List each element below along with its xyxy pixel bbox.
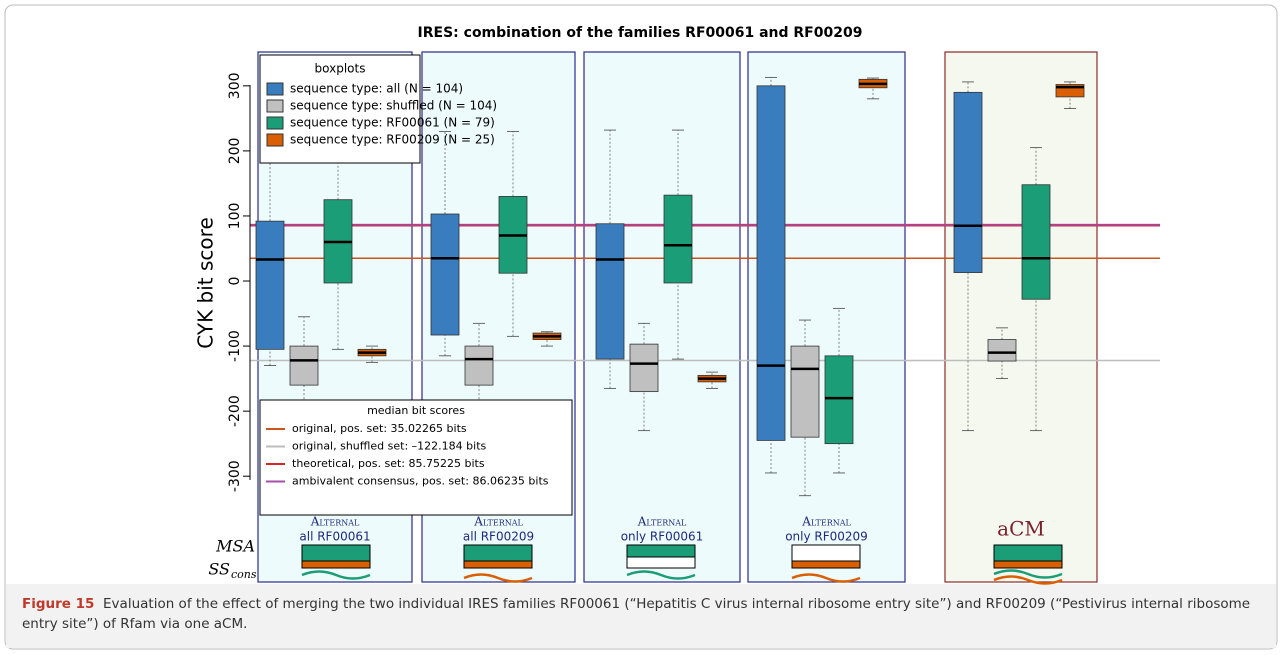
box — [595, 223, 625, 360]
box — [464, 345, 494, 386]
box — [824, 355, 854, 445]
legend-title: median bit scores — [367, 404, 465, 417]
y-tick-label: -300 — [227, 460, 243, 492]
legend-swatch — [266, 99, 284, 113]
legend-swatch — [266, 116, 284, 130]
ss-label: SS — [208, 560, 230, 579]
group-label: Alternal — [310, 515, 360, 529]
box — [987, 339, 1017, 362]
group-label: all RF00061 — [299, 530, 370, 544]
legend-title: boxplots — [315, 62, 366, 76]
box — [790, 345, 820, 438]
box — [756, 85, 786, 441]
y-tick-label: -200 — [227, 395, 243, 427]
y-tick-label: 200 — [227, 138, 243, 165]
y-tick-label: 100 — [227, 203, 243, 230]
group-label: only RF00209 — [785, 530, 868, 544]
group-label: Alternal — [637, 515, 687, 529]
legend-label: original, shuffled set: –122.184 bits — [292, 440, 487, 453]
legend-label: sequence type: RF00209 (N = 25) — [290, 133, 495, 147]
legend-label: sequence type: all (N = 104) — [290, 82, 463, 96]
legend-label: sequence type: shuffled (N = 104) — [290, 99, 497, 113]
legend-label: ambivalent consensus, pos. set: 86.06235… — [292, 475, 549, 488]
legend-label: original, pos. set: 35.02265 bits — [292, 422, 467, 435]
legend-box — [259, 399, 573, 516]
group-label: Alternal — [473, 515, 523, 529]
box — [629, 343, 659, 393]
box — [1021, 184, 1051, 300]
legend-swatch — [266, 82, 284, 96]
caption: Figure 15 Evaluation of the effect of me… — [22, 594, 1262, 634]
y-axis-label: CYK bit score — [194, 217, 218, 349]
box — [663, 194, 693, 284]
legend-label: sequence type: RF00061 (N = 79) — [290, 116, 495, 130]
group-label: only RF00061 — [621, 530, 704, 544]
caption-bg — [6, 584, 1276, 648]
box — [255, 220, 285, 350]
msa-diagrams — [301, 544, 1063, 585]
group-label: Alternal — [801, 515, 851, 529]
legend-label: theoretical, pos. set: 85.75225 bits — [292, 457, 485, 470]
y-tick-label: 300 — [227, 72, 243, 99]
y-tick-label: 0 — [227, 277, 243, 286]
box — [430, 213, 460, 336]
caption-text: Evaluation of the effect of merging the … — [22, 596, 1251, 632]
legend-box — [259, 54, 421, 164]
box — [289, 345, 319, 386]
y-tick-label: -100 — [227, 330, 243, 362]
chart-title: IRES: combination of the families RF0006… — [418, 25, 863, 41]
ss-sub-label: cons — [231, 568, 257, 581]
box — [953, 91, 983, 273]
msa-label: MSA — [215, 537, 255, 556]
group-label: all RF00209 — [463, 530, 534, 544]
legend-swatch — [266, 133, 284, 147]
caption-label: Figure 15 — [22, 596, 95, 612]
group-label: aCM — [997, 517, 1045, 541]
